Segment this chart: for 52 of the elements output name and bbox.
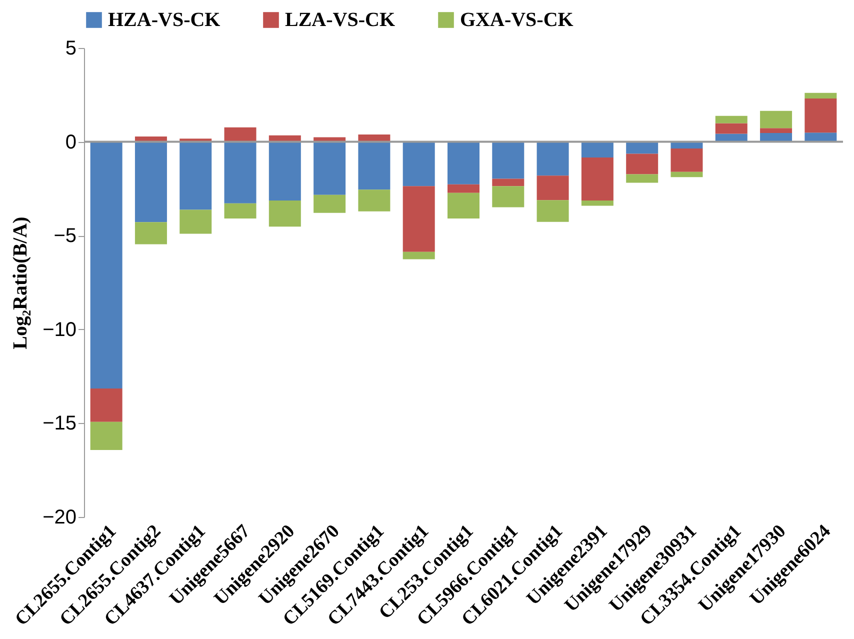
bar [536, 142, 569, 176]
bar [760, 110, 792, 128]
bar [715, 123, 748, 134]
bar [180, 210, 212, 234]
bar [314, 194, 346, 213]
bar [224, 127, 256, 142]
bar [715, 116, 748, 124]
bar [224, 142, 256, 204]
bar [402, 142, 435, 186]
y-axis-title: Log₂Ratio(B/A) [10, 216, 32, 350]
bar [402, 252, 435, 260]
bar [492, 186, 524, 208]
y-tick-label: −15 [42, 412, 76, 435]
bar [268, 200, 301, 227]
y-tick-label: 0 [65, 131, 76, 154]
bar [314, 142, 346, 195]
bar [268, 142, 301, 201]
bar [670, 148, 703, 172]
legend-label: HZA-VS-CK [108, 9, 221, 31]
bar [760, 128, 792, 133]
bar [134, 222, 167, 244]
y-tick-label: −5 [54, 225, 76, 248]
bar [448, 142, 480, 184]
bar [804, 98, 837, 133]
bar [448, 184, 480, 193]
bar [581, 200, 614, 206]
bar [358, 190, 390, 212]
bar [626, 142, 658, 154]
bar [492, 178, 524, 186]
bar [670, 172, 703, 178]
bar [492, 142, 524, 179]
legend-label: LZA-VS-CK [285, 9, 396, 31]
bar [581, 142, 614, 158]
bar [626, 154, 658, 174]
bar [224, 203, 256, 219]
bar [804, 92, 837, 98]
bar [402, 186, 435, 252]
y-tick-label: 5 [65, 38, 76, 60]
y-tick-label: −10 [42, 318, 76, 341]
bar [536, 200, 569, 222]
bar [134, 142, 167, 222]
bar [90, 388, 122, 422]
bar [581, 158, 614, 201]
bar [358, 142, 390, 190]
bar [536, 176, 569, 200]
bar [626, 174, 658, 183]
bar [90, 422, 122, 450]
legend-label: GXA-VS-CK [460, 9, 574, 31]
bar [90, 142, 122, 388]
y-tick-label: −20 [42, 506, 76, 528]
bar [180, 142, 212, 210]
bar [448, 192, 480, 219]
